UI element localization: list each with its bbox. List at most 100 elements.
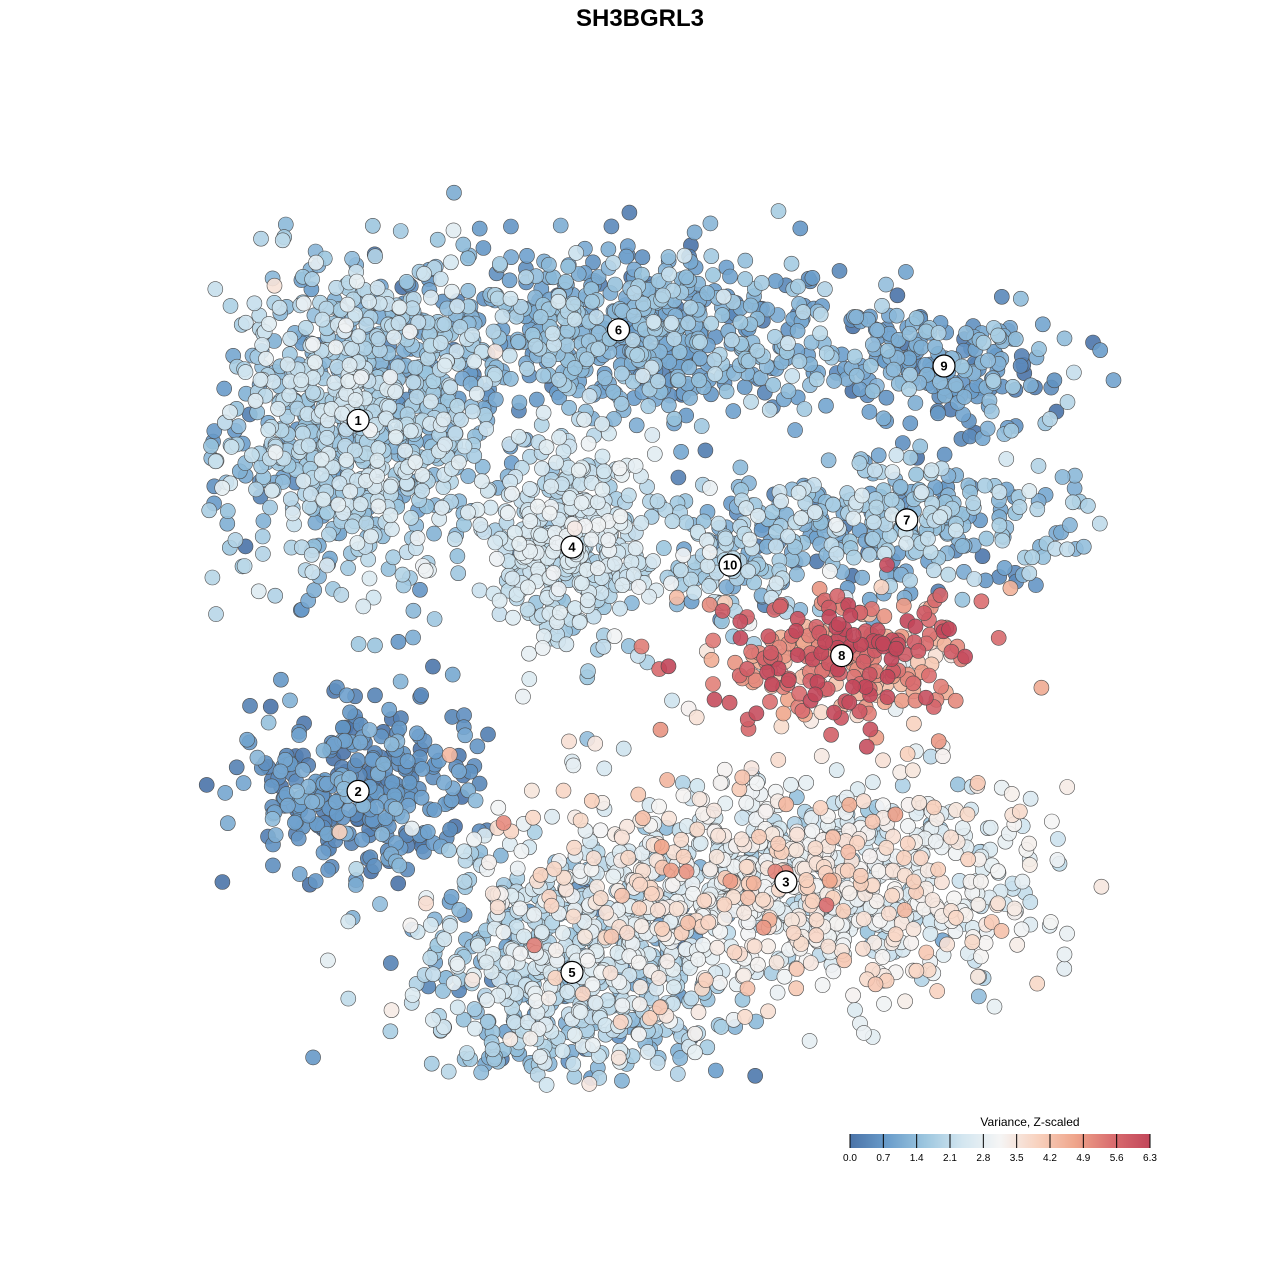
cell-point xyxy=(315,491,332,508)
cell-point xyxy=(423,289,439,306)
cell-point xyxy=(732,613,749,630)
cell-point xyxy=(590,269,607,285)
cell-point xyxy=(924,892,941,908)
cell-point xyxy=(897,993,913,1010)
cell-point xyxy=(502,1031,519,1048)
cell-point xyxy=(446,184,462,201)
cell-point xyxy=(864,813,881,830)
cell-point xyxy=(721,694,738,711)
cell-point xyxy=(560,258,577,275)
cell-point xyxy=(340,913,357,930)
cell-point xyxy=(392,223,409,239)
cell-point xyxy=(613,365,630,382)
cell-point xyxy=(751,828,767,845)
cell-point xyxy=(634,368,651,384)
cell-point xyxy=(808,371,825,388)
cell-point xyxy=(907,618,924,635)
cell-point xyxy=(300,437,317,454)
cell-point xyxy=(407,359,424,376)
cell-point xyxy=(566,1027,583,1043)
cell-point xyxy=(846,348,863,365)
cell-point xyxy=(350,328,367,345)
cell-point xyxy=(413,789,430,806)
legend-tick-label: 3.5 xyxy=(1010,1153,1024,1164)
cell-point xyxy=(990,895,1006,912)
cell-point xyxy=(940,566,957,583)
cell-point xyxy=(738,795,755,811)
cluster-label-text: 9 xyxy=(940,359,947,374)
cell-point xyxy=(255,546,271,562)
cell-point xyxy=(387,800,404,817)
cell-point xyxy=(788,961,805,977)
cell-point xyxy=(368,799,385,815)
cell-point xyxy=(258,350,274,367)
cell-point xyxy=(305,336,321,352)
cell-point xyxy=(885,361,902,378)
cell-point xyxy=(663,315,680,331)
cell-point xyxy=(594,416,610,432)
cell-point xyxy=(861,546,878,563)
cell-point xyxy=(590,341,607,357)
cell-point xyxy=(970,988,987,1005)
cell-point xyxy=(753,275,770,291)
cell-point xyxy=(665,979,682,996)
cell-point xyxy=(702,480,718,496)
cell-point xyxy=(576,411,593,428)
cell-point xyxy=(570,462,587,479)
cell-point xyxy=(718,383,735,400)
cell-point xyxy=(479,1013,496,1030)
cell-point xyxy=(442,821,458,838)
cell-point xyxy=(898,264,914,280)
cell-point xyxy=(902,449,919,466)
cell-point xyxy=(958,325,974,342)
cell-point xyxy=(661,810,677,827)
cell-point xyxy=(762,693,778,710)
cell-point xyxy=(576,928,593,945)
cell-point xyxy=(502,290,519,307)
cell-point xyxy=(443,888,460,905)
cell-point xyxy=(875,752,891,769)
cell-point xyxy=(660,249,677,265)
cell-point xyxy=(1046,372,1063,389)
cell-point xyxy=(906,715,922,732)
cell-point xyxy=(361,570,378,587)
cell-point xyxy=(580,435,597,452)
cell-point xyxy=(680,315,697,332)
cell-point xyxy=(511,394,528,411)
cell-point xyxy=(770,835,787,852)
cell-point xyxy=(551,371,567,388)
cell-point xyxy=(504,570,521,587)
cell-point xyxy=(1007,331,1024,348)
cell-point xyxy=(513,843,530,859)
cell-point xyxy=(874,297,890,314)
cell-point xyxy=(290,830,307,847)
cell-point xyxy=(796,401,813,417)
cell-point xyxy=(716,761,733,778)
cell-point xyxy=(590,517,607,533)
cell-point xyxy=(327,339,344,356)
cell-point xyxy=(449,956,466,972)
cell-point xyxy=(780,335,796,352)
cell-point xyxy=(878,839,895,856)
cell-point xyxy=(512,945,529,962)
cell-point xyxy=(501,272,518,289)
cell-point xyxy=(614,997,631,1014)
cell-point xyxy=(769,984,786,1001)
cell-point xyxy=(642,334,659,351)
cell-point xyxy=(887,926,904,943)
cell-point xyxy=(653,839,670,855)
cell-point xyxy=(390,633,407,650)
cell-point xyxy=(690,951,707,968)
cell-point xyxy=(901,325,918,342)
cell-point xyxy=(473,1064,490,1081)
cell-point xyxy=(1021,483,1038,499)
cell-point xyxy=(417,562,434,579)
cell-point xyxy=(780,383,797,399)
cell-point xyxy=(618,248,635,265)
cell-point xyxy=(350,636,367,652)
cell-point xyxy=(505,609,521,626)
cell-point xyxy=(523,782,540,799)
cell-point xyxy=(1003,422,1020,439)
cell-point xyxy=(550,293,567,310)
cell-point xyxy=(445,222,462,239)
